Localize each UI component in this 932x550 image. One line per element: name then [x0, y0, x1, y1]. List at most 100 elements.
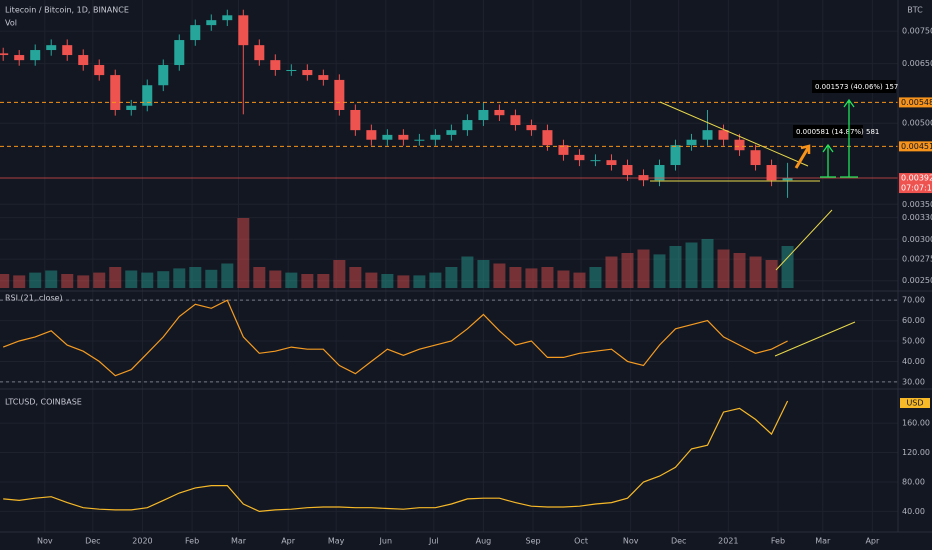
volume-bar	[621, 253, 634, 288]
trendline	[659, 101, 809, 167]
x-tick-label: Nov	[37, 537, 53, 546]
candle-body	[238, 15, 249, 46]
volume-bar	[573, 272, 586, 288]
volume-bar	[653, 254, 666, 288]
candle-body	[270, 60, 281, 70]
volume-bar	[413, 275, 426, 288]
volume-bar	[701, 239, 714, 288]
x-tick-label: Feb	[771, 537, 785, 546]
candle-body	[670, 145, 681, 166]
x-tick-label: Mar	[815, 537, 831, 546]
candle-body	[446, 130, 457, 135]
ltc-title: LTCUSD, COINBASE	[5, 398, 82, 407]
level-label: 0.004516	[901, 142, 932, 151]
candle-body	[494, 109, 505, 116]
volume-bar	[317, 274, 330, 288]
candle-body	[30, 50, 41, 61]
volume-bar	[749, 256, 762, 288]
candle-body	[254, 45, 265, 61]
candle-body	[14, 55, 25, 61]
x-tick-label: 2020	[132, 537, 152, 546]
volume-bar	[525, 268, 538, 288]
candle-body	[334, 79, 345, 110]
candle-body	[734, 139, 745, 151]
x-tick-label: Mar	[231, 537, 247, 546]
y-tick-label: 60.00	[902, 316, 925, 325]
x-tick-label: Dec	[671, 537, 686, 546]
volume-title: Vol	[5, 19, 17, 28]
candle-body	[0, 53, 9, 56]
candle-body	[94, 65, 105, 76]
volume-bar	[333, 260, 346, 288]
candle-body	[526, 125, 537, 131]
candle-body	[110, 75, 121, 110]
arrows	[794, 98, 858, 178]
level-label-box	[899, 97, 932, 108]
arrow	[794, 147, 810, 169]
y-tick-label: 30.00	[902, 377, 925, 386]
y-tick-label: 0.007500	[902, 27, 932, 36]
y-tick-label: 40.00	[902, 507, 925, 516]
volume-bar	[61, 274, 74, 288]
volume-bar	[0, 274, 10, 288]
volume-bar	[445, 267, 458, 288]
candle-body	[382, 134, 393, 140]
x-tick-label: Oct	[574, 537, 588, 546]
candle-body	[174, 40, 185, 66]
volume-bar	[637, 249, 650, 288]
price-axis	[898, 0, 932, 550]
volume-bar	[365, 272, 378, 288]
volume-bar	[189, 267, 202, 288]
y-tick-label: 160.00	[902, 419, 930, 428]
candle-body	[62, 45, 73, 56]
volume-bar	[717, 249, 730, 288]
y-tick-label: 70.00	[902, 296, 925, 305]
plot: 0.001573 (40.06%) 1573 0.000581 (14.87%) …	[0, 9, 903, 513]
candle-body	[510, 115, 521, 126]
volume-bar	[381, 274, 394, 288]
volume-bar	[301, 274, 314, 288]
candle-body	[126, 105, 137, 110]
volume-bar	[509, 267, 522, 288]
candle-body	[222, 15, 233, 21]
volume-bar	[477, 260, 490, 288]
volume-bar	[685, 242, 698, 288]
volume-bar	[605, 256, 618, 288]
candle-body	[318, 75, 329, 80]
volume-bar	[93, 272, 106, 288]
candle-body	[622, 165, 633, 176]
last-price-label: 0.003928	[901, 174, 932, 183]
y-tick-label: 0.003300	[902, 213, 932, 222]
volume-bar	[269, 270, 282, 288]
arrow-head	[843, 98, 855, 108]
candle-body	[478, 109, 489, 121]
candle-body	[190, 25, 201, 41]
y-tick-label: 0.006500	[902, 59, 932, 68]
volume-bar	[125, 270, 138, 288]
candle-body	[542, 130, 553, 146]
price-unit: BTC	[907, 6, 923, 15]
candle-body	[286, 69, 297, 71]
candle-body	[654, 165, 665, 181]
x-tick-label: Dec	[85, 537, 100, 546]
x-tick-label: Jun	[379, 537, 393, 546]
x-tick-label: Feb	[185, 537, 199, 546]
volume-bar	[29, 272, 42, 288]
candle-body	[558, 145, 569, 155]
arrow-head	[800, 144, 811, 154]
symbol-title: Litecoin / Bitcoin, 1D, BINANCE	[5, 6, 129, 15]
volume-bar	[13, 275, 26, 288]
measure-box	[793, 125, 863, 138]
candle-body	[414, 139, 425, 141]
candle-body	[206, 20, 217, 26]
candle-body	[142, 85, 153, 106]
candle-body	[350, 109, 361, 131]
trendline	[774, 321, 856, 357]
y-tick-label: 50.00	[902, 337, 925, 346]
candle-body	[462, 120, 473, 131]
x-tick-label: Sep	[525, 537, 540, 546]
candle-body	[590, 160, 601, 162]
candle-body	[302, 69, 313, 76]
